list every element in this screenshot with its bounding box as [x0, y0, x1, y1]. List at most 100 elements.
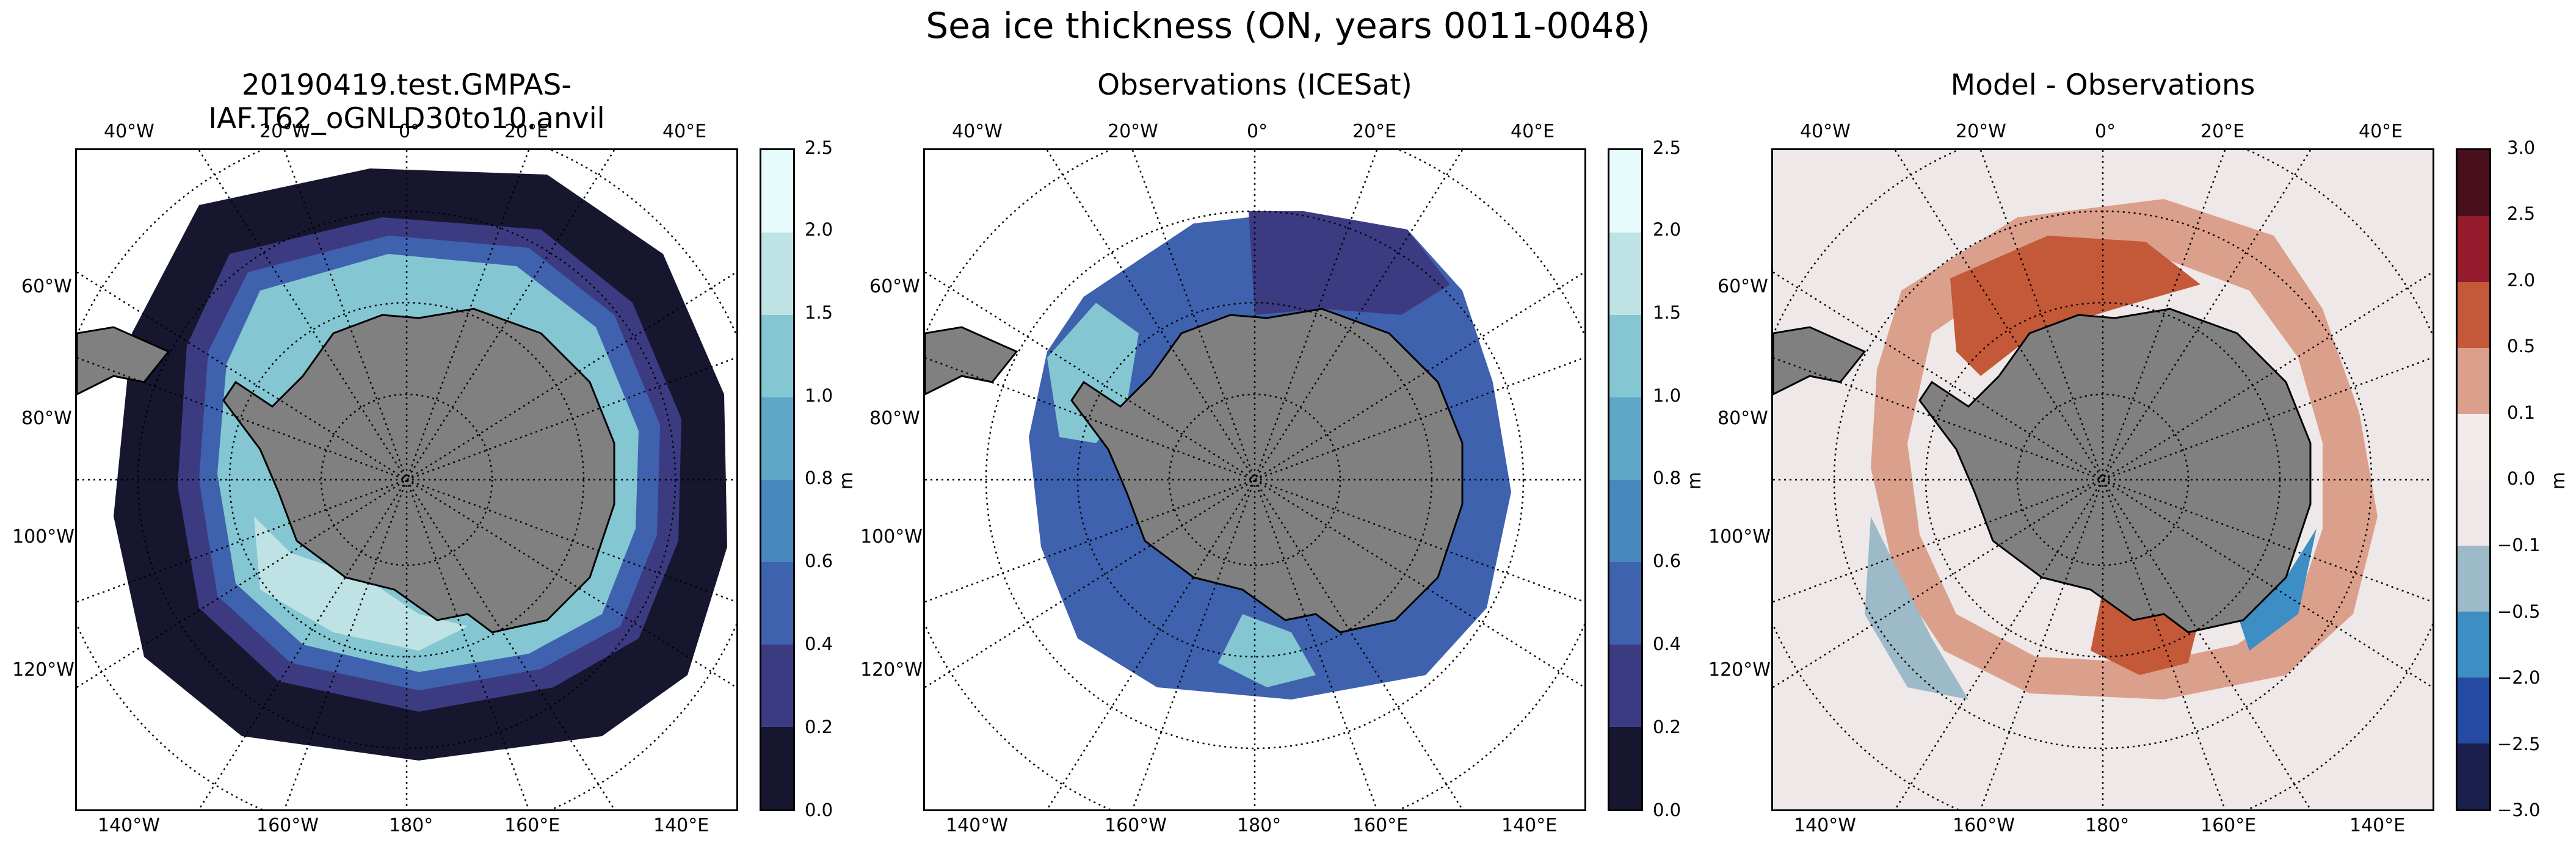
graticule-label: 160°W [1953, 815, 2015, 836]
colorbar-segment [2458, 282, 2489, 348]
graticule-label: 160°E [504, 815, 561, 836]
graticule-label: 40°E [2359, 121, 2403, 142]
map-panel-obs [923, 148, 1586, 811]
graticule-label: 160°E [2200, 815, 2257, 836]
colorbar-tick-label: 2.0 [2507, 270, 2536, 291]
colorbar-segment [1609, 233, 1641, 315]
graticule-label: 120°W [1708, 659, 1771, 681]
colorbar-segment [761, 150, 793, 233]
colorbar-tick-label: 0.6 [805, 551, 833, 571]
figure-title: Sea ice thickness (ON, years 0011-0048) [926, 5, 1650, 46]
colorbar-segment [2458, 546, 2489, 612]
colorbar-tick-label: 0.8 [805, 468, 833, 488]
colorbar-segment [2458, 216, 2489, 282]
graticule-label: 80°W [21, 408, 72, 429]
colorbar-unit: m [2548, 471, 2570, 490]
graticule-label: 40°E [1511, 121, 1555, 142]
graticule-label: 40°W [1800, 121, 1851, 142]
colorbar-tick-label: 0.4 [1653, 634, 1682, 654]
ice-difference-band [2237, 529, 2317, 651]
colorbar-segment [761, 562, 793, 645]
map-panel-model [75, 148, 738, 811]
colorbar-tick-label: 1.0 [1653, 385, 1682, 406]
graticule-label: 140°W [1794, 815, 1856, 836]
graticule-label: 140°E [1501, 815, 1558, 836]
graticule-label: 80°W [869, 408, 920, 429]
colorbar-tick-label: 0.5 [2507, 336, 2536, 356]
colorbar-segment [2458, 150, 2489, 216]
colorbar-segment [2458, 612, 2489, 678]
colorbar-tick-label: 2.0 [805, 219, 833, 240]
ice-difference-band [1950, 236, 2200, 376]
colorbar-segment [761, 645, 793, 727]
graticule-label: 60°W [1718, 276, 1768, 297]
graticule-label: 40°W [104, 121, 154, 142]
colorbar-tick-label: 0.0 [2507, 468, 2536, 489]
colorbar-unit: m [836, 471, 858, 490]
graticule-label: 180° [2085, 815, 2130, 836]
antarctica-landmass [1918, 308, 2312, 634]
graticule-label: 0° [399, 121, 420, 142]
graticule-label: 0° [2095, 121, 2116, 142]
antarctica-landmass [222, 308, 615, 634]
graticule-label: 100°W [860, 526, 923, 548]
colorbar-segment [2458, 414, 2489, 480]
colorbar-tick-label: 2.5 [2507, 203, 2536, 224]
colorbar-tick-label: −3.0 [2497, 800, 2541, 820]
colorbar-tick-label: −0.5 [2497, 601, 2541, 622]
graticule-label: 100°W [1708, 526, 1771, 548]
graticule-label: 160°W [256, 815, 319, 836]
colorbar-tick-label: −2.5 [2497, 734, 2541, 754]
graticule-label: 120°W [12, 659, 74, 681]
ice-thickness-band [1218, 614, 1316, 687]
graticule-label: 80°W [1718, 408, 1768, 429]
graticule-label: 20°E [1352, 121, 1397, 142]
colorbar-segment [761, 397, 793, 480]
colorbar-obs [1608, 148, 1643, 811]
colorbar-segment [1609, 150, 1641, 233]
graticule-label: 140°W [946, 815, 1008, 836]
colorbar-diff [2456, 148, 2491, 811]
colorbar-tick-label: 0.2 [1653, 717, 1682, 737]
colorbar-segment [1609, 480, 1641, 562]
colorbar-tick-label: 1.0 [805, 385, 833, 406]
colorbar-segment [1609, 315, 1641, 397]
graticule-label: 120°W [860, 659, 923, 681]
colorbar-tick-label: 0.6 [1653, 551, 1682, 571]
colorbar-tick-label: 2.0 [1653, 219, 1682, 240]
ice-thickness-band [1249, 211, 1450, 315]
graticule-label: 180° [389, 815, 434, 836]
graticule-label: 160°W [1105, 815, 1167, 836]
colorbar-segment [2458, 743, 2489, 809]
colorbar-unit: m [1684, 471, 1706, 490]
graticule-label: 140°E [2349, 815, 2406, 836]
graticule-label: 20°W [259, 121, 310, 142]
colorbar-segment [1609, 727, 1641, 809]
colorbar-tick-label: 0.1 [2507, 402, 2536, 423]
colorbar-tick-label: 0.4 [805, 634, 833, 654]
antarctica-landmass [1070, 308, 1464, 634]
colorbar-tick-label: 3.0 [2507, 137, 2536, 158]
colorbar-segment [1609, 397, 1641, 480]
graticule-label: 140°E [653, 815, 709, 836]
panel-obs-title: Observations (ICESat) [1097, 68, 1412, 102]
colorbar-segment [761, 233, 793, 315]
graticule-label: 20°E [2200, 121, 2245, 142]
colorbar-segment [761, 315, 793, 397]
colorbar-tick-label: −2.0 [2497, 667, 2541, 688]
colorbar-tick-label: 0.2 [805, 717, 833, 737]
graticule-label: 20°W [1956, 121, 2006, 142]
colorbar-segment [761, 727, 793, 809]
colorbar-segment [2458, 348, 2489, 414]
graticule-label: 0° [1247, 121, 1268, 142]
colorbar-segment [1609, 645, 1641, 727]
colorbar-tick-label: 0.0 [1653, 800, 1682, 820]
map-panel-diff [1771, 148, 2434, 811]
panel-model-title: 20190419.test.GMPAS-IAF.T62_oGNLD30to10.… [208, 68, 605, 136]
colorbar-tick-label: 0.0 [805, 800, 833, 820]
colorbar-tick-label: 0.8 [1653, 468, 1682, 488]
graticule-label: 20°E [504, 121, 549, 142]
colorbar-segment [2458, 480, 2489, 546]
colorbar-tick-label: 1.5 [805, 302, 833, 323]
ice-difference-band [1865, 516, 1968, 700]
